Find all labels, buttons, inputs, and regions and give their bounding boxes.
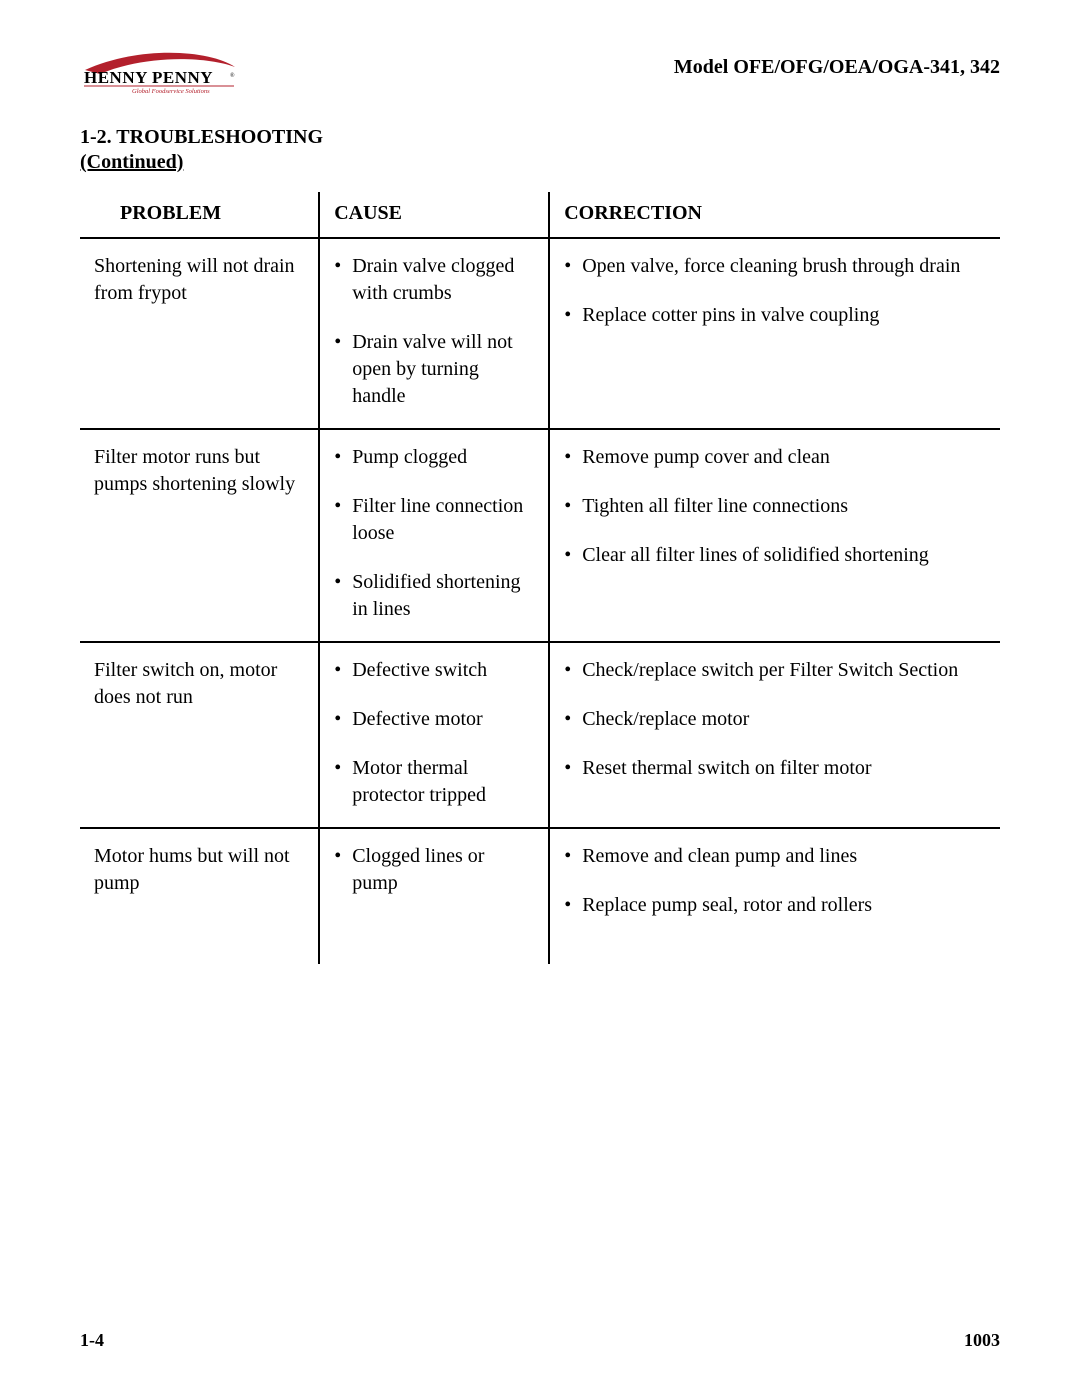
svg-text:®: ® <box>230 72 235 79</box>
cause-cell: Pump clogged Filter line connection loose… <box>319 429 549 642</box>
correction-cell: Check/replace switch per Filter Switch S… <box>549 642 1000 828</box>
problem-text: Motor hums but will not pump <box>94 843 304 897</box>
cause-cell: Drain valve clogged with crumbs Drain val… <box>319 238 549 429</box>
correction-item: Remove and clean pump and lines <box>564 843 986 870</box>
page-number: 1-4 <box>80 1330 104 1351</box>
table-row: Shortening will not drain from frypot Dra… <box>80 238 1000 429</box>
correction-list: Check/replace switch per Filter Switch S… <box>564 657 986 782</box>
page-header: HENNY PENNY ® Global Foodservice Solutio… <box>80 50 1000 98</box>
henny-penny-logo-icon: HENNY PENNY ® Global Foodservice Solutio… <box>80 50 240 98</box>
cause-item: Drain valve will not open by turning han… <box>334 329 534 410</box>
correction-item: Replace cotter pins in valve coupling <box>564 302 986 329</box>
cause-list: Defective switch Defective motor Motor the… <box>334 657 534 809</box>
table-row: Filter switch on, motor does not run Defe… <box>80 642 1000 828</box>
troubleshooting-table: PROBLEM CAUSE CORRECTION Shortening will… <box>80 192 1000 964</box>
correction-item: Open valve, force cleaning brush through… <box>564 253 986 280</box>
correction-list: Remove and clean pump and lines Replace p… <box>564 843 986 919</box>
cause-cell: Defective switch Defective motor Motor the… <box>319 642 549 828</box>
section-subtitle: (Continued) <box>80 151 1000 174</box>
correction-item: Reset thermal switch on filter motor <box>564 755 986 782</box>
correction-item: Remove pump cover and clean <box>564 444 986 471</box>
correction-item: Check/replace motor <box>564 706 986 733</box>
correction-list: Remove pump cover and clean Tighten all f… <box>564 444 986 569</box>
problem-cell: Filter switch on, motor does not run <box>80 642 319 828</box>
cause-item: Pump clogged <box>334 444 534 471</box>
problem-cell: Filter motor runs but pumps shortening s… <box>80 429 319 642</box>
svg-text:HENNY PENNY: HENNY PENNY <box>84 68 213 87</box>
cause-item: Clogged lines or pump <box>334 843 534 897</box>
table-row: Filter motor runs but pumps shortening s… <box>80 429 1000 642</box>
correction-cell: Remove pump cover and clean Tighten all f… <box>549 429 1000 642</box>
page-footer: 1-4 1003 <box>80 1330 1000 1351</box>
cause-item: Filter line connection loose <box>334 493 534 547</box>
correction-cell: Remove and clean pump and lines Replace p… <box>549 828 1000 964</box>
table-row: Motor hums but will not pump Clogged line… <box>80 828 1000 964</box>
correction-item: Check/replace switch per Filter Switch S… <box>564 657 986 684</box>
problem-text: Filter motor runs but pumps shortening s… <box>94 444 304 498</box>
section-title: 1-2. TROUBLESHOOTING <box>80 126 1000 149</box>
correction-cell: Open valve, force cleaning brush through… <box>549 238 1000 429</box>
cause-item: Defective motor <box>334 706 534 733</box>
model-number: Model OFE/OFG/OEA/OGA-341, 342 <box>674 50 1000 79</box>
correction-list: Open valve, force cleaning brush through… <box>564 253 986 329</box>
problem-cell: Shortening will not drain from frypot <box>80 238 319 429</box>
cause-item: Motor thermal protector tripped <box>334 755 534 809</box>
cause-item: Solidified shortening in lines <box>334 569 534 623</box>
cause-list: Drain valve clogged with crumbs Drain val… <box>334 253 534 410</box>
col-header-problem: PROBLEM <box>80 192 319 238</box>
correction-item: Replace pump seal, rotor and rollers <box>564 892 986 919</box>
cause-item: Drain valve clogged with crumbs <box>334 253 534 307</box>
table-header-row: PROBLEM CAUSE CORRECTION <box>80 192 1000 238</box>
svg-text:Global Foodservice Solutions: Global Foodservice Solutions <box>132 88 210 95</box>
correction-item: Clear all filter lines of solidified sho… <box>564 542 986 569</box>
cause-item: Defective switch <box>334 657 534 684</box>
doc-number: 1003 <box>964 1330 1000 1351</box>
cause-cell: Clogged lines or pump <box>319 828 549 964</box>
cause-list: Clogged lines or pump <box>334 843 534 946</box>
cause-list: Pump clogged Filter line connection loose… <box>334 444 534 623</box>
col-header-correction: CORRECTION <box>549 192 1000 238</box>
col-header-cause: CAUSE <box>319 192 549 238</box>
brand-logo: HENNY PENNY ® Global Foodservice Solutio… <box>80 50 240 98</box>
correction-item: Tighten all filter line connections <box>564 493 986 520</box>
problem-text: Filter switch on, motor does not run <box>94 657 304 711</box>
problem-cell: Motor hums but will not pump <box>80 828 319 964</box>
problem-text: Shortening will not drain from frypot <box>94 253 304 307</box>
